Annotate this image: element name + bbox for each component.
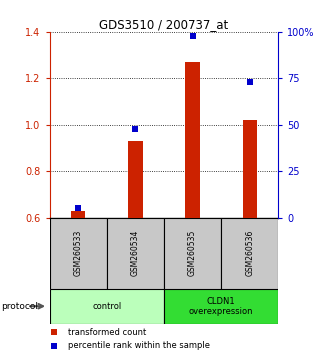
Text: transformed count: transformed count bbox=[68, 328, 146, 337]
Bar bbox=[164, 218, 221, 289]
Text: GSM260536: GSM260536 bbox=[245, 230, 254, 276]
Bar bbox=[50, 289, 164, 324]
Title: GDS3510 / 200737_at: GDS3510 / 200737_at bbox=[100, 18, 228, 31]
Bar bbox=[164, 289, 278, 324]
Text: GSM260533: GSM260533 bbox=[74, 230, 83, 276]
Bar bbox=[107, 218, 164, 289]
Bar bbox=[243, 120, 257, 218]
Text: GSM260534: GSM260534 bbox=[131, 230, 140, 276]
Bar bbox=[186, 62, 200, 218]
Text: control: control bbox=[92, 302, 121, 311]
Bar bbox=[128, 141, 142, 218]
Bar bbox=[50, 218, 107, 289]
Text: GSM260535: GSM260535 bbox=[188, 230, 197, 276]
Text: percentile rank within the sample: percentile rank within the sample bbox=[68, 341, 210, 350]
Text: protocol: protocol bbox=[2, 302, 39, 311]
Text: CLDN1
overexpression: CLDN1 overexpression bbox=[189, 297, 253, 316]
Bar bbox=[71, 211, 85, 218]
Bar bbox=[221, 218, 278, 289]
